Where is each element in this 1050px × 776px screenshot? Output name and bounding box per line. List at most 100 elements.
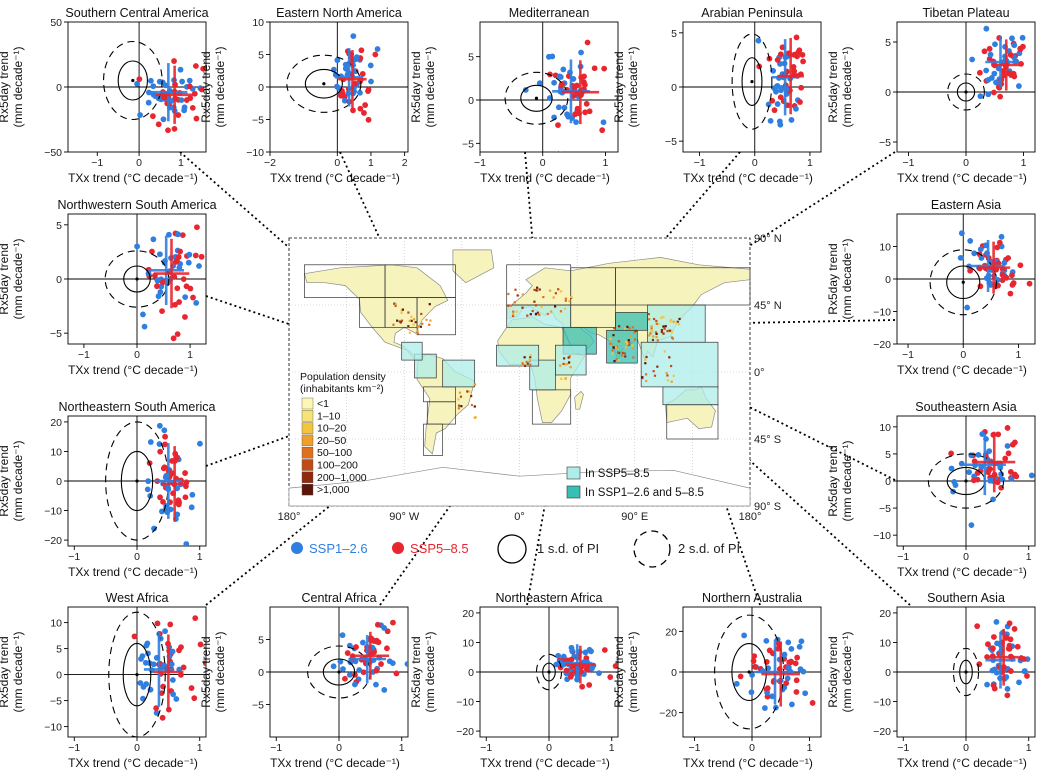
- population-pixel: [531, 309, 534, 313]
- pi-center-dot: [135, 673, 139, 677]
- region-northern-australia: [662, 386, 719, 406]
- ssp126-point: [986, 448, 993, 455]
- y-tick-label: 0: [258, 82, 264, 94]
- ssp585-point: [990, 645, 996, 652]
- pi-1sd-ellipse: [542, 662, 556, 682]
- population-pixel: [393, 302, 396, 305]
- ssp126-point: [162, 628, 168, 635]
- population-pixel: [536, 286, 539, 289]
- pi-1sd-ellipse: [122, 642, 152, 707]
- ssp126-point: [150, 236, 157, 243]
- population-pixel: [614, 346, 618, 349]
- ssp126-point: [555, 104, 562, 111]
- ssp126-point: [560, 66, 567, 73]
- region-outline: [416, 297, 456, 336]
- ssp126-point: [185, 259, 192, 266]
- y-tick-label: 5: [671, 28, 677, 40]
- map-lon-label: 180°: [739, 511, 762, 523]
- map-lat-label: 90° S: [754, 501, 781, 513]
- region-southern-central-america: [401, 341, 423, 361]
- ssp126-point: [978, 255, 985, 261]
- map-lon-label: 90° E: [621, 511, 648, 523]
- pi-2sd-ellipse: [952, 647, 980, 697]
- ssp126-label: SSP1–2.6: [309, 541, 368, 556]
- y-tick-label: −20: [873, 726, 891, 738]
- ssp585-point: [1009, 282, 1016, 288]
- population-pixel: [560, 377, 563, 380]
- ssp126-point: [589, 665, 595, 672]
- population-pixel: [626, 342, 629, 345]
- region-legend-swatch: [566, 466, 581, 480]
- pi-1sd-ellipse: [120, 450, 154, 512]
- population-pixel: [399, 321, 402, 324]
- population-pixel: [621, 351, 624, 355]
- population-legend: Population density(inhabitants km⁻²) <11–…: [300, 371, 387, 496]
- x-tick-label: 0: [134, 349, 140, 361]
- ssp585-point: [612, 663, 618, 669]
- panel-title: West Africa: [106, 591, 169, 605]
- pi-center-dot: [547, 670, 551, 674]
- ssp126-point: [197, 440, 203, 447]
- population-pixel: [513, 301, 516, 304]
- ssp126-point: [788, 701, 795, 708]
- ssp126-point: [778, 87, 784, 94]
- population-pixel: [533, 300, 536, 303]
- ssp585-point: [799, 51, 806, 58]
- ssp585-point: [186, 83, 193, 90]
- panel-title: Southern Asia: [927, 591, 1005, 605]
- ssp585-point: [583, 100, 590, 107]
- population-pixel: [609, 340, 613, 344]
- connector-line: [526, 359, 572, 606]
- panel-title: Northeastern South America: [58, 400, 215, 414]
- ssp585-point: [792, 660, 799, 667]
- ssp126-point: [142, 659, 149, 666]
- ssp585-point: [793, 677, 800, 684]
- ssp585-point: [191, 695, 198, 702]
- ssp126-point: [948, 465, 955, 472]
- ssp585-point: [809, 700, 816, 706]
- ssp126-point: [993, 619, 1000, 625]
- ssp126-point: [776, 118, 783, 125]
- panel-southern-central-america: Southern Central America −1 0 1 −50 0 50 TXx tr…: [0, 6, 209, 185]
- landmass-madagascar: [574, 390, 584, 410]
- ssp126-point: [145, 478, 152, 485]
- population-pixel: [512, 310, 515, 313]
- ssp585-point: [170, 335, 177, 342]
- ssp126-point: [958, 460, 965, 467]
- y-axis-label: Rx5day trend(mm decade⁻¹): [612, 631, 640, 712]
- ssp126-point: [1019, 34, 1026, 41]
- pop-swatch: [301, 397, 314, 410]
- population-pixel: [672, 374, 675, 378]
- ssp126-point: [334, 57, 341, 64]
- y-tick-label: 0: [56, 670, 62, 682]
- population-pixel: [410, 315, 413, 318]
- population-pixel: [534, 313, 538, 316]
- y-tick-label: 0: [56, 476, 62, 488]
- population-pixel: [569, 365, 572, 369]
- ssp126-point: [386, 658, 393, 665]
- ssp585-point: [555, 122, 561, 129]
- ssp585-marker: [392, 542, 404, 554]
- panel-tibetan-plateau: Tibetan Plateau −1 0 1 −5 0 5 TXx trend (°C dec…: [826, 6, 1036, 185]
- ssp585-point: [194, 224, 200, 231]
- region-southeastern-asia: [640, 341, 719, 388]
- ssp585-point: [790, 64, 797, 70]
- ssp126-point: [178, 97, 185, 104]
- population-pixel: [407, 325, 410, 328]
- ssp126-point: [767, 117, 774, 124]
- ssp585-point: [1013, 473, 1020, 480]
- ssp126-point: [356, 667, 363, 673]
- population-pixel: [651, 338, 655, 342]
- pi-center-dot: [747, 670, 751, 674]
- y-tick-label: −5: [252, 700, 264, 712]
- ssp585-point: [976, 69, 983, 76]
- region-mediterranean: [506, 304, 572, 328]
- ssp126-point: [546, 95, 553, 101]
- population-pixel: [564, 363, 567, 366]
- population-pixel: [650, 327, 653, 330]
- population-pixel: [662, 316, 665, 319]
- population-pixel: [534, 304, 538, 307]
- population-pixel: [649, 332, 652, 335]
- x-tick-label: −1: [897, 551, 909, 563]
- population-pixel: [566, 362, 569, 366]
